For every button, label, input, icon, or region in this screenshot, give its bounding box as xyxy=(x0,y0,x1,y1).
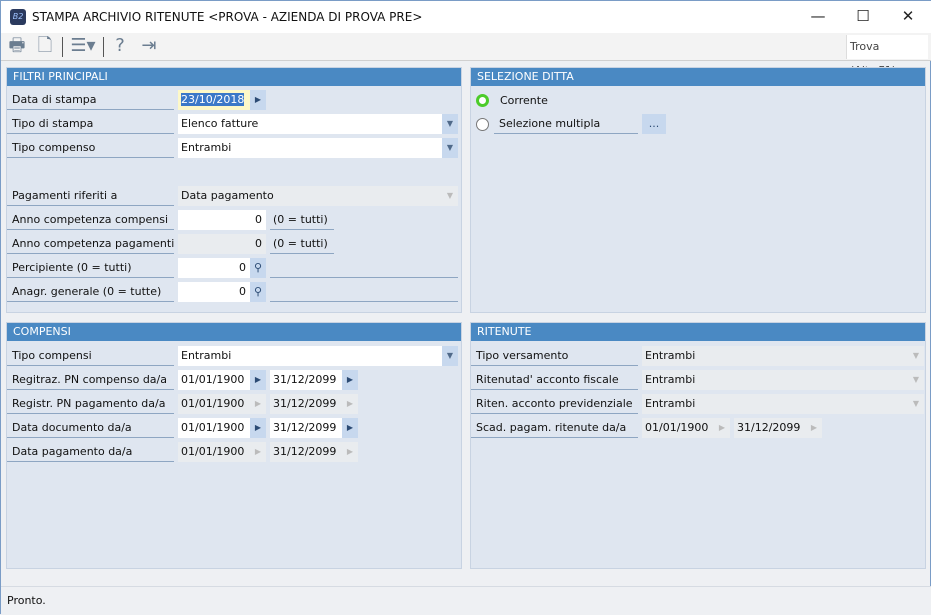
select-value: Data pagamento xyxy=(181,189,274,202)
date-range-label: Regitraz. PN compenso da/a xyxy=(7,370,174,390)
select-value: Elenco fatture xyxy=(181,117,259,130)
date-range-label: Registr. PN pagamento da/a xyxy=(7,394,174,414)
chevron-down-icon: ▼ xyxy=(908,370,924,390)
tipo-compensi-select[interactable]: Entrambi ▼ xyxy=(178,346,458,366)
date-picker-arrow-icon[interactable]: ▶ xyxy=(250,418,266,438)
tipo-stampa-select[interactable]: Elenco fatture ▼ xyxy=(178,114,458,134)
print-preview-icon[interactable]: 🗋 xyxy=(37,35,53,56)
select-value: Entrambi xyxy=(645,349,696,362)
anagrafica-label: Anagr. generale (0 = tutte) xyxy=(7,282,174,302)
panel-header: FILTRI PRINCIPALI xyxy=(7,68,461,86)
window-title: STAMPA ARCHIVIO RITENUTE <PROVA - AZIEND… xyxy=(32,10,423,24)
anno-compensi-label: Anno competenza compensi xyxy=(7,210,174,230)
search-icon[interactable]: ⚲ xyxy=(250,258,266,278)
select-value: Entrambi xyxy=(181,141,232,154)
select-value: Entrambi xyxy=(645,373,696,386)
help-icon[interactable]: ? xyxy=(115,35,125,56)
tipo-stampa-label: Tipo di stampa xyxy=(7,114,174,134)
chevron-down-icon[interactable]: ▼ xyxy=(442,346,458,366)
toolbar-separator xyxy=(103,37,104,57)
date-to-input: 31/12/2099 xyxy=(270,394,342,414)
date-picker-arrow-icon: ▶ xyxy=(714,418,730,438)
percipiente-input[interactable]: 0 xyxy=(178,258,250,278)
date-to-input[interactable]: 31/12/2099 xyxy=(270,418,342,438)
menu-icon[interactable]: ☰▾ xyxy=(70,35,96,56)
date-range-label: Data documento da/a xyxy=(7,418,174,438)
tipo-compenso-select[interactable]: Entrambi ▼ xyxy=(178,138,458,158)
date-picker-arrow-icon: ▶ xyxy=(250,394,266,414)
date-to-input: 31/12/2099 xyxy=(270,442,342,462)
chevron-down-icon: ▼ xyxy=(908,346,924,366)
date-range-label: Data pagamento da/a xyxy=(7,442,174,462)
app-logo-icon: B2 xyxy=(10,9,26,25)
panel-header: COMPENSI xyxy=(7,323,461,341)
date-picker-arrow-icon: ▶ xyxy=(250,442,266,462)
scadenza-label: Scad. pagam. ritenute da/a xyxy=(471,418,638,438)
selezione-ditta-panel: SELEZIONE DITTA xyxy=(470,67,926,313)
ritenute-label: Riten. acconto previdenziale xyxy=(471,394,638,414)
date-picker-arrow-icon: ▶ xyxy=(342,394,358,414)
date-from-input: 01/01/1900 xyxy=(178,394,250,414)
toolbar xyxy=(1,33,931,61)
ritenute-select: Entrambi ▼ xyxy=(642,370,924,390)
anagrafica-description xyxy=(270,282,458,302)
date-from-input[interactable]: 01/01/1900 xyxy=(178,370,250,390)
chevron-down-icon: ▼ xyxy=(442,186,458,206)
tipo-compenso-label: Tipo compenso xyxy=(7,138,174,158)
ritenute-label: Tipo versamento xyxy=(471,346,638,366)
data-stampa-input[interactable]: 23/10/2018 xyxy=(181,93,245,106)
date-picker-arrow-icon: ▶ xyxy=(342,442,358,462)
chevron-down-icon[interactable]: ▼ xyxy=(442,138,458,158)
scadenza-from-input: 01/01/1900 xyxy=(642,418,714,438)
selezione-multipla-radio[interactable] xyxy=(476,118,489,131)
panel-header: RITENUTE xyxy=(471,323,925,341)
anno-pagamenti-hint: (0 = tutti) xyxy=(270,234,334,254)
date-picker-arrow-icon[interactable]: ▶ xyxy=(342,418,358,438)
exit-icon[interactable]: ⇥ xyxy=(141,35,157,56)
date-from-input: 01/01/1900 xyxy=(178,442,250,462)
scadenza-to-input: 31/12/2099 xyxy=(734,418,806,438)
chevron-down-icon: ▼ xyxy=(908,394,924,414)
title-bar: B2 STAMPA ARCHIVIO RITENUTE <PROVA - AZI… xyxy=(1,1,931,33)
anno-pagamenti-label: Anno competenza pagamenti xyxy=(7,234,174,254)
date-picker-arrow-icon[interactable]: ▶ xyxy=(250,90,266,110)
anagrafica-input[interactable]: 0 xyxy=(178,282,250,302)
date-picker-arrow-icon[interactable]: ▶ xyxy=(342,370,358,390)
search-input[interactable]: Trova (Alt+F1) xyxy=(846,35,928,77)
minimize-button[interactable]: — xyxy=(810,7,826,25)
tipo-compensi-label: Tipo compensi xyxy=(7,346,174,366)
date-from-input[interactable]: 01/01/1900 xyxy=(178,418,250,438)
browse-button[interactable]: ... xyxy=(642,114,666,134)
anno-compensi-input[interactable]: 0 xyxy=(178,210,266,230)
printer-icon[interactable]: 🖶 xyxy=(8,35,26,56)
date-picker-arrow-icon[interactable]: ▶ xyxy=(250,370,266,390)
anno-compensi-hint: (0 = tutti) xyxy=(270,210,334,230)
anno-pagamenti-input: 0 xyxy=(178,234,266,254)
date-to-input[interactable]: 31/12/2099 xyxy=(270,370,342,390)
panel-header: SELEZIONE DITTA xyxy=(471,68,925,86)
toolbar-separator xyxy=(62,37,63,57)
data-stampa-label: Data di stampa xyxy=(7,90,174,110)
chevron-down-icon[interactable]: ▼ xyxy=(442,114,458,134)
selezione-multipla-label: Selezione multipla xyxy=(494,114,638,134)
status-bar: Pronto. xyxy=(1,586,931,615)
search-icon[interactable]: ⚲ xyxy=(250,282,266,302)
pagamenti-riferiti-label: Pagamenti riferiti a xyxy=(7,186,174,206)
percipiente-description xyxy=(270,258,458,278)
ritenute-select: Entrambi ▼ xyxy=(642,346,924,366)
ritenute-label: Ritenutad' acconto fiscale xyxy=(471,370,638,390)
corrente-label: Corrente xyxy=(500,94,548,107)
pagamenti-riferiti-select: Data pagamento ▼ xyxy=(178,186,458,206)
date-picker-arrow-icon: ▶ xyxy=(806,418,822,438)
maximize-button[interactable]: ☐ xyxy=(856,7,870,25)
close-button[interactable]: ✕ xyxy=(901,7,915,25)
ritenute-select: Entrambi ▼ xyxy=(642,394,924,414)
corrente-radio[interactable] xyxy=(476,94,489,107)
percipiente-label: Percipiente (0 = tutti) xyxy=(7,258,174,278)
select-value: Entrambi xyxy=(645,397,696,410)
select-value: Entrambi xyxy=(181,349,232,362)
